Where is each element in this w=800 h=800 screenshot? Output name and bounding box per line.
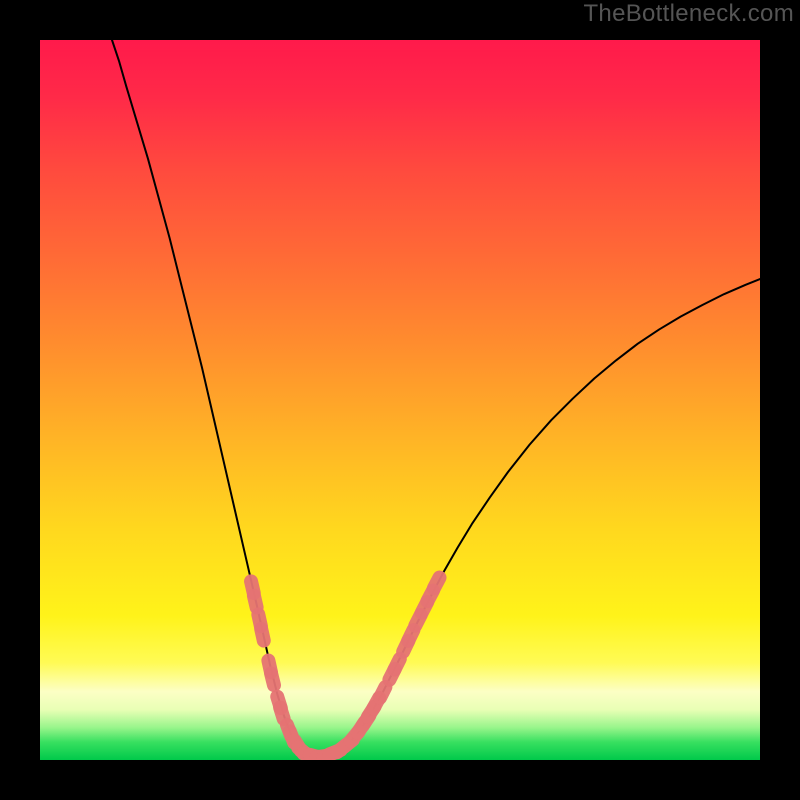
- chart-svg: [40, 40, 760, 760]
- stage: TheBottleneck.com: [0, 0, 800, 800]
- watermark-text: TheBottleneck.com: [583, 0, 794, 28]
- plot-area: [40, 40, 760, 760]
